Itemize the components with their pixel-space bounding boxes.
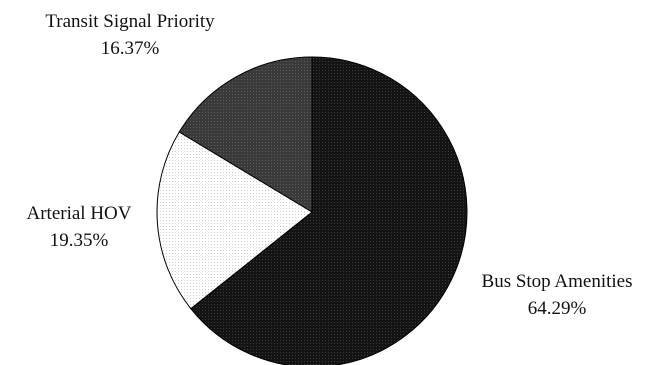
slice-label-arterial-hov: Arterial HOV <box>27 203 132 224</box>
slice-value-arterial-hov: 19.35% <box>50 230 109 251</box>
slice-value-bus-stop-amenities: 64.29% <box>528 298 587 319</box>
pie-slice-bus-stop-amenities <box>190 56 468 365</box>
slice-label-bus-stop-amenities: Bus Stop Amenities <box>482 271 633 292</box>
slice-label-transit-signal-priority: Transit Signal Priority <box>45 11 215 32</box>
pie-slice-transit-signal-priority <box>178 56 313 213</box>
slice-value-transit-signal-priority: 16.37% <box>101 38 160 59</box>
pie-slices <box>156 56 468 365</box>
pie-slice-arterial-hov <box>156 131 313 310</box>
